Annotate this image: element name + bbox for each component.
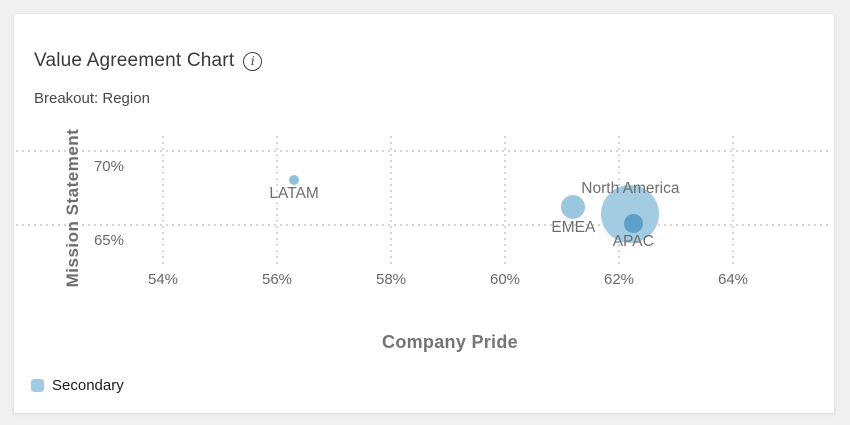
breakout-label: Breakout: Region xyxy=(34,90,150,107)
legend-label: Secondary xyxy=(52,377,124,394)
x-axis-title: Company Pride xyxy=(382,332,518,352)
x-tick-label: 64% xyxy=(717,271,749,288)
grid-line-vertical xyxy=(504,136,506,268)
legend-swatch xyxy=(31,379,44,392)
bubble-layer: LATAM EMEA North America APAC xyxy=(14,14,834,413)
bubble-latam[interactable] xyxy=(289,175,300,186)
bubble-apac[interactable] xyxy=(623,213,643,233)
chart-title: Value Agreement Chart xyxy=(34,50,235,71)
y-tick-label: 70% xyxy=(93,157,124,175)
grid-line-horizontal xyxy=(16,223,830,226)
x-tick-label: 62% xyxy=(603,271,635,288)
legend-item-secondary[interactable]: Secondary xyxy=(31,377,124,394)
x-tick-label: 56% xyxy=(261,271,293,288)
grid-line-vertical xyxy=(732,136,734,268)
grid-line-vertical xyxy=(390,136,392,268)
x-tick-label: 58% xyxy=(375,271,407,288)
y-tick-label: 65% xyxy=(93,231,124,249)
grid-line-horizontal xyxy=(16,149,830,152)
chart-card: Value Agreement Chart i Breakout: Region… xyxy=(13,13,835,414)
x-tick-label: 54% xyxy=(147,271,179,288)
grid-line-vertical xyxy=(162,136,164,268)
bubble-emea[interactable] xyxy=(561,194,586,219)
info-icon[interactable]: i xyxy=(243,51,263,71)
x-tick-label: 60% xyxy=(489,271,521,288)
grid-line-vertical xyxy=(276,136,278,268)
chart-header: Value Agreement Chart i xyxy=(34,50,263,72)
bubble-label: LATAM xyxy=(269,185,319,203)
